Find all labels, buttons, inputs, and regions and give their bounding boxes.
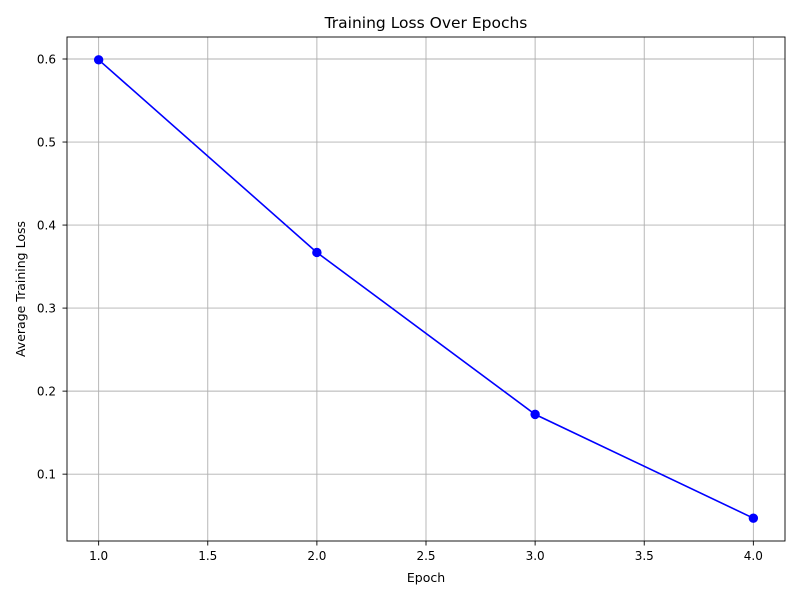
ticks: 1.0 1.5 2.0 2.5 3.0 3.5 4.0 0.1 0.2 0.3 0.4 0.5 0.6 [37, 52, 763, 563]
y-tick-label: 0.4 [37, 218, 56, 232]
x-tick-label: 4.0 [744, 549, 763, 563]
data-point [530, 409, 540, 420]
data-point [312, 247, 322, 258]
x-tick-label: 2.5 [416, 549, 435, 563]
x-tick-label: 1.5 [198, 549, 217, 563]
series-layer [93, 55, 759, 523]
x-tick-label: 1.0 [89, 549, 108, 563]
x-tick-label: 3.5 [635, 549, 654, 563]
y-tick-label: 0.2 [37, 384, 56, 398]
y-tick-label: 0.5 [37, 135, 56, 149]
series-line [98, 59, 754, 519]
data-point [93, 55, 104, 65]
x-axis-label: Epoch [407, 570, 445, 585]
grid [67, 37, 785, 541]
data-point [748, 513, 759, 523]
y-tick-label: 0.6 [37, 52, 56, 66]
x-tick-label: 2.0 [307, 549, 326, 563]
chart-title: Training Loss Over Epochs [324, 14, 528, 32]
y-axis-label: Average Training Loss [13, 221, 28, 357]
y-tick-label: 0.1 [37, 467, 56, 481]
y-tick-label: 0.3 [37, 301, 56, 315]
x-tick-label: 3.0 [526, 549, 545, 563]
